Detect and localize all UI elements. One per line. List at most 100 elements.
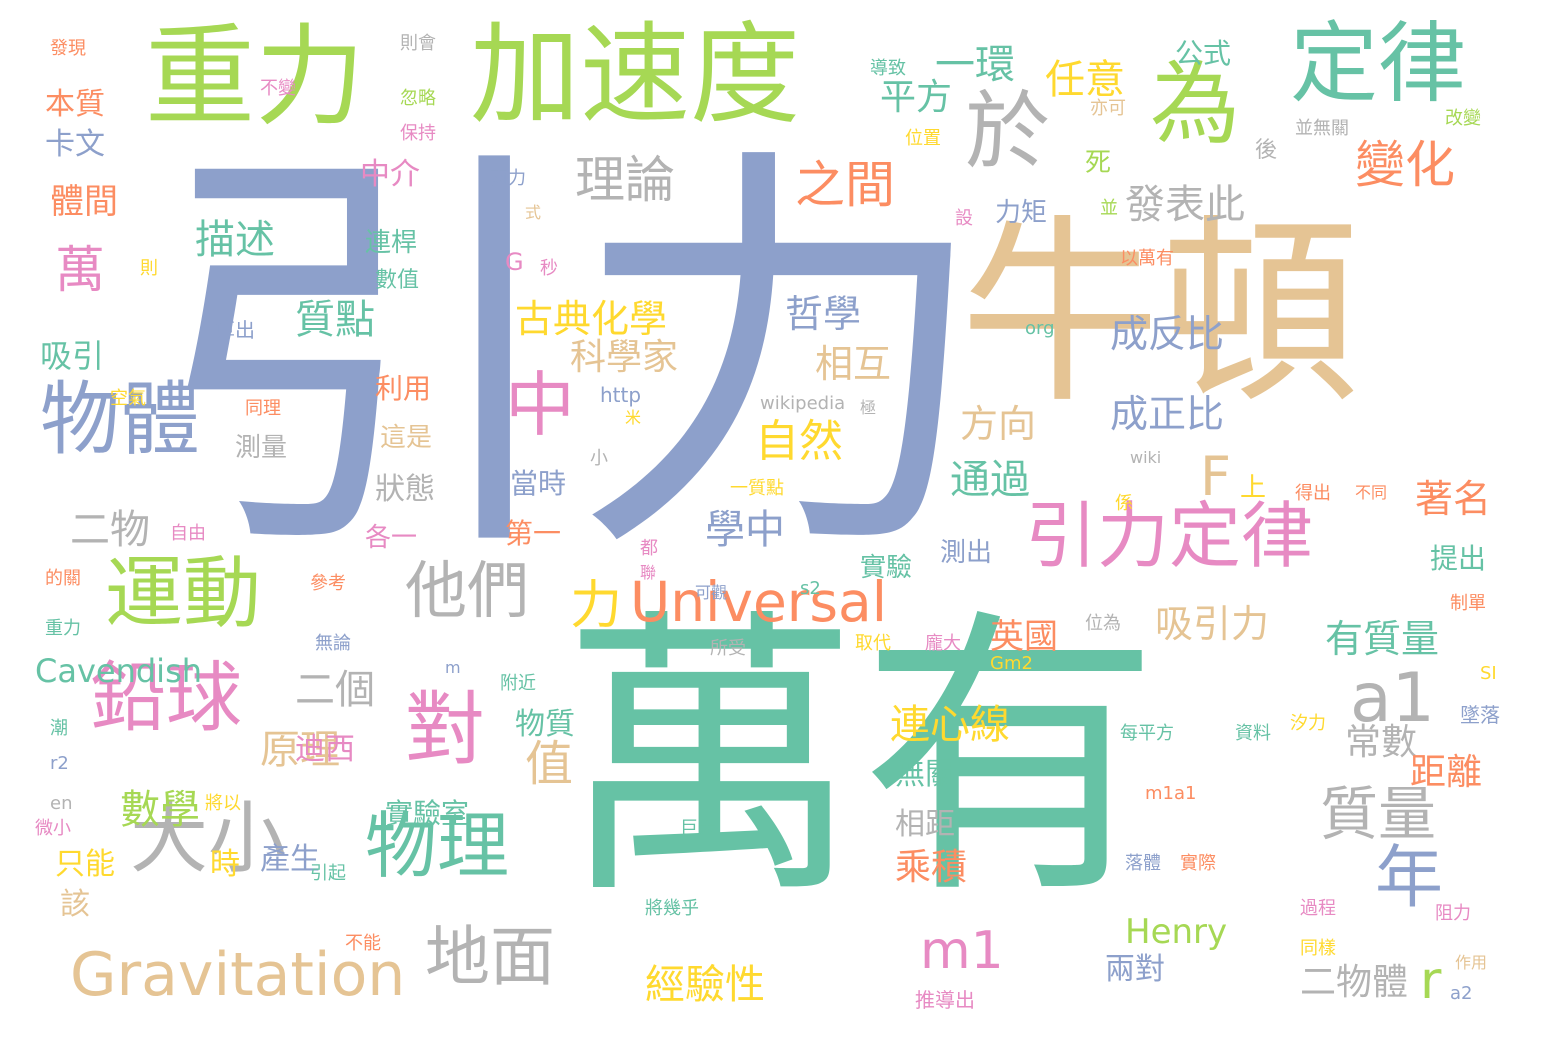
word: 並 xyxy=(1100,198,1118,219)
word: 定律 xyxy=(1290,12,1467,115)
word: 相互 xyxy=(815,342,892,386)
word: 同理 xyxy=(245,398,281,419)
word: a2 xyxy=(1450,983,1473,1004)
word: 中介 xyxy=(360,157,420,192)
word: 方向 xyxy=(960,402,1037,446)
word: 附近 xyxy=(500,673,536,694)
word: 將幾乎 xyxy=(645,898,699,919)
word: 物質 xyxy=(515,707,575,742)
word: 卡文 xyxy=(45,127,105,162)
word: 將以 xyxy=(205,793,241,814)
word: 設 xyxy=(955,208,973,229)
word: wiki xyxy=(1130,448,1162,467)
word: 汐力 xyxy=(1290,713,1326,734)
word: 不變 xyxy=(260,78,296,99)
word: 任意 xyxy=(1045,57,1125,103)
word: 不同 xyxy=(1355,483,1388,502)
word: 重力 xyxy=(145,13,365,141)
word: 自然 xyxy=(755,416,843,467)
word: 理論 xyxy=(575,151,675,209)
word: 鉛球 xyxy=(90,653,242,742)
word: 年 xyxy=(1375,839,1444,918)
word: 微小 xyxy=(35,818,71,839)
word: 算出 xyxy=(215,318,255,342)
word: wikipedia xyxy=(760,393,846,414)
word: 引起 xyxy=(310,863,346,884)
word: 二個 xyxy=(295,667,375,713)
word: 則會 xyxy=(400,33,436,54)
word: 引力定律 xyxy=(1025,494,1314,578)
word: 無論 xyxy=(315,633,351,654)
word: 加速度 xyxy=(470,11,800,139)
word: 連桿 xyxy=(365,228,418,258)
word: 發表此 xyxy=(1125,182,1245,228)
word: 以萬有 xyxy=(1120,248,1174,269)
word: 大小 xyxy=(130,794,287,884)
word: 平方 xyxy=(880,77,953,118)
word: Gravitation xyxy=(70,940,406,1010)
word: 學中 xyxy=(705,507,785,553)
word: 常數 xyxy=(1345,722,1418,763)
word: 哲學 xyxy=(785,292,862,336)
word: 原理 xyxy=(260,727,340,773)
word: 於 xyxy=(965,83,1051,182)
word: 改變 xyxy=(1445,108,1481,129)
word: 吸引 xyxy=(40,337,105,375)
word: 忽略 xyxy=(400,88,436,109)
word: 米 xyxy=(625,408,642,427)
word: 這是 xyxy=(380,423,433,453)
word: 之間 xyxy=(795,156,895,214)
word: 可觀 xyxy=(695,583,728,602)
word: 兩對 xyxy=(1105,952,1165,987)
word: 同樣 xyxy=(1300,938,1336,959)
word: 力 xyxy=(570,576,623,636)
word: 無關 xyxy=(895,757,955,792)
word: 通過 xyxy=(950,457,1030,503)
word: 制單 xyxy=(1450,593,1486,614)
word: 二物體 xyxy=(1300,962,1409,1003)
word: 體間 xyxy=(50,182,118,222)
word: 萬 xyxy=(55,241,105,299)
word: 對 xyxy=(405,683,485,776)
word: 有質量 xyxy=(1325,617,1440,661)
word: 時 xyxy=(210,847,240,882)
word: 第一 xyxy=(505,517,562,550)
word: 保持 xyxy=(400,123,436,144)
word: 秒 xyxy=(540,258,558,279)
word: 式 xyxy=(525,203,542,222)
word: 墜落 xyxy=(1460,703,1500,727)
word: 小 xyxy=(590,448,608,469)
word: 描述 xyxy=(195,217,275,263)
word: 相距 xyxy=(895,807,955,842)
word: 各一 xyxy=(365,523,418,553)
word: 巨大 xyxy=(680,818,716,839)
word: 本質 xyxy=(45,87,105,122)
word: 提出 xyxy=(1430,542,1487,575)
word: 成正比 xyxy=(1110,392,1225,436)
word: 潮 xyxy=(50,718,68,739)
word: 為 xyxy=(1150,52,1240,157)
word: 地面 xyxy=(425,920,556,995)
word: 參考 xyxy=(310,573,346,594)
word: 測出 xyxy=(940,538,993,568)
word: G xyxy=(505,248,524,276)
word: 實驗 xyxy=(860,553,913,583)
word: 亦可 xyxy=(1090,98,1126,119)
word: 上 xyxy=(1240,473,1267,503)
word: 取代 xyxy=(855,633,891,654)
word: Gm2 xyxy=(990,653,1033,674)
word: Henry xyxy=(1125,912,1228,952)
word: 都 xyxy=(640,538,658,559)
word: 二物 xyxy=(70,507,150,553)
word: 聯 xyxy=(640,563,657,582)
word: 他們 xyxy=(405,554,530,627)
word: 位為 xyxy=(1085,613,1121,634)
word: 經驗性 xyxy=(645,962,765,1008)
word: 所受 xyxy=(710,638,746,659)
word: 數學 xyxy=(120,787,200,833)
word: 只能 xyxy=(55,847,115,882)
word: 值 xyxy=(525,736,574,792)
word: 阻力 xyxy=(1435,903,1471,924)
word: org xyxy=(1025,318,1055,339)
